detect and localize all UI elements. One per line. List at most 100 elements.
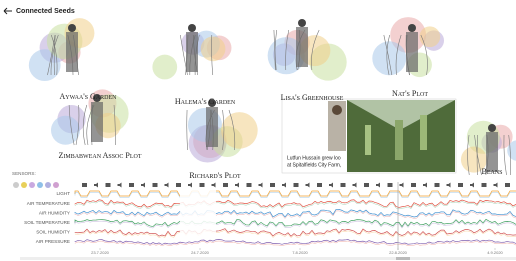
camera-icon[interactable]: [435, 183, 440, 187]
sensor-toggle[interactable]: [53, 182, 59, 188]
camera-icon[interactable]: [270, 183, 275, 187]
seed-circle: [201, 36, 226, 61]
sensors-label: SENSORS:: [12, 171, 36, 176]
camera-icon[interactable]: [388, 183, 393, 187]
audio-icon[interactable]: [447, 183, 451, 188]
camera-icon[interactable]: [364, 183, 369, 187]
seed-circle: [152, 55, 177, 80]
audio-icon[interactable]: [165, 183, 169, 188]
gourd: [395, 120, 403, 160]
camera-icon[interactable]: [82, 183, 87, 187]
camera-icon[interactable]: [200, 183, 205, 187]
sensor-toggle[interactable]: [29, 182, 35, 188]
garden-label[interactable]: Halema's Garden: [175, 97, 236, 106]
camera-icon[interactable]: [458, 183, 463, 187]
audio-icon[interactable]: [400, 183, 404, 188]
camera-icon[interactable]: [129, 183, 134, 187]
audio-icon[interactable]: [423, 183, 427, 188]
scroll-thumb[interactable]: [396, 257, 410, 260]
popup-text: Lutfun Hussain grew loo: [287, 155, 341, 161]
camera-icon[interactable]: [317, 183, 322, 187]
figure-head: [408, 24, 416, 32]
sensor-line: [75, 221, 516, 228]
camera-icon[interactable]: [153, 183, 158, 187]
audio-icon[interactable]: [329, 183, 333, 188]
camera-icon[interactable]: [247, 183, 252, 187]
figure-head: [68, 24, 76, 32]
audio-icon[interactable]: [141, 183, 145, 188]
gap: [180, 189, 216, 239]
audio-icon[interactable]: [235, 183, 239, 188]
sensor-toggle[interactable]: [37, 182, 43, 188]
figure-head: [488, 124, 496, 132]
camera-icon[interactable]: [176, 183, 181, 187]
sensor-line: [75, 191, 516, 196]
seed-circle: [51, 116, 80, 145]
sensor-toggle[interactable]: [45, 182, 51, 188]
sensor-line: [75, 201, 516, 209]
garden-label[interactable]: Zimbabwean Assoc Plot: [58, 151, 141, 160]
date-label: 22.8.2020: [389, 250, 408, 255]
camera-icon[interactable]: [341, 183, 346, 187]
figure: [206, 107, 218, 147]
sensor-toggle[interactable]: [13, 182, 19, 188]
gourd: [420, 115, 427, 150]
sketch: [187, 110, 188, 150]
camera-icon[interactable]: [294, 183, 299, 187]
figure: [406, 32, 418, 72]
photo-popup[interactable]: Lutfun Hussain grew loo at Spitalfields …: [282, 99, 456, 173]
gourd: [365, 125, 371, 155]
figure: [91, 102, 103, 142]
audio-icon[interactable]: [353, 183, 357, 188]
sensor-row-label: AIR PRESSURE: [36, 239, 70, 244]
sensor-line: [75, 193, 516, 198]
audio-icon[interactable]: [470, 183, 474, 188]
figure-head: [188, 24, 196, 32]
garden-label[interactable]: Nat's Plot: [392, 89, 428, 98]
camera-icon[interactable]: [223, 183, 228, 187]
date-label: 23.7.2020: [91, 250, 110, 255]
date-label: 24.7.2020: [191, 250, 210, 255]
sensor-row-label: AIR HUMIDITY: [39, 210, 70, 215]
camera-icon[interactable]: [411, 183, 416, 187]
garden-label[interactable]: Aywaa's Garden: [60, 92, 118, 101]
seed-circle: [372, 41, 406, 75]
sensor-toggle[interactable]: [21, 182, 27, 188]
sensor-line: [75, 200, 516, 208]
audio-icon[interactable]: [188, 183, 192, 188]
garden-label[interactable]: Lisa's Greenhouse: [281, 93, 344, 102]
page: Connected Seeds Lutfun Hussain grew loo …: [0, 0, 516, 261]
date-label: 7.8.2020: [292, 250, 308, 255]
figure: [186, 32, 198, 72]
scrollbar[interactable]: [20, 257, 516, 260]
garden-label[interactable]: Richard's Plot: [189, 171, 241, 180]
audio-icon[interactable]: [494, 183, 498, 188]
audio-icon[interactable]: [118, 183, 122, 188]
camera-icon[interactable]: [505, 183, 510, 187]
garden-label[interactable]: Beans: [481, 167, 502, 176]
date-label: 4.9.2020: [487, 250, 503, 255]
app-title: Connected Seeds: [16, 8, 75, 15]
sensor-row-label: AIR TEMPERATURE: [27, 201, 70, 206]
timeline: LIGHT AIR TEMPERATURE AIR HUMIDITY SOIL TEM…: [13, 182, 516, 255]
back-arrow[interactable]: [4, 8, 12, 14]
seed-circle: [221, 112, 258, 149]
audio-icon[interactable]: [282, 183, 286, 188]
figure-head: [298, 19, 306, 27]
sensor-line: [75, 230, 516, 238]
seed-circle: [419, 26, 440, 47]
audio-icon[interactable]: [376, 183, 380, 188]
figure: [66, 32, 78, 72]
audio-icon[interactable]: [306, 183, 310, 188]
portrait-head: [332, 105, 342, 115]
figure: [296, 27, 308, 67]
camera-icon[interactable]: [106, 183, 111, 187]
sensor-row-label: LIGHT: [56, 191, 70, 196]
audio-icon[interactable]: [212, 183, 216, 188]
audio-icon[interactable]: [259, 183, 263, 188]
camera-icon[interactable]: [482, 183, 487, 187]
audio-icon[interactable]: [94, 183, 98, 188]
popup-text: at Spitalfields City Farm,: [287, 162, 341, 168]
sensor-row-label: SOIL TEMPERATURE: [24, 220, 70, 225]
sensor-row-label: SOIL HUMIDITY: [36, 230, 70, 235]
